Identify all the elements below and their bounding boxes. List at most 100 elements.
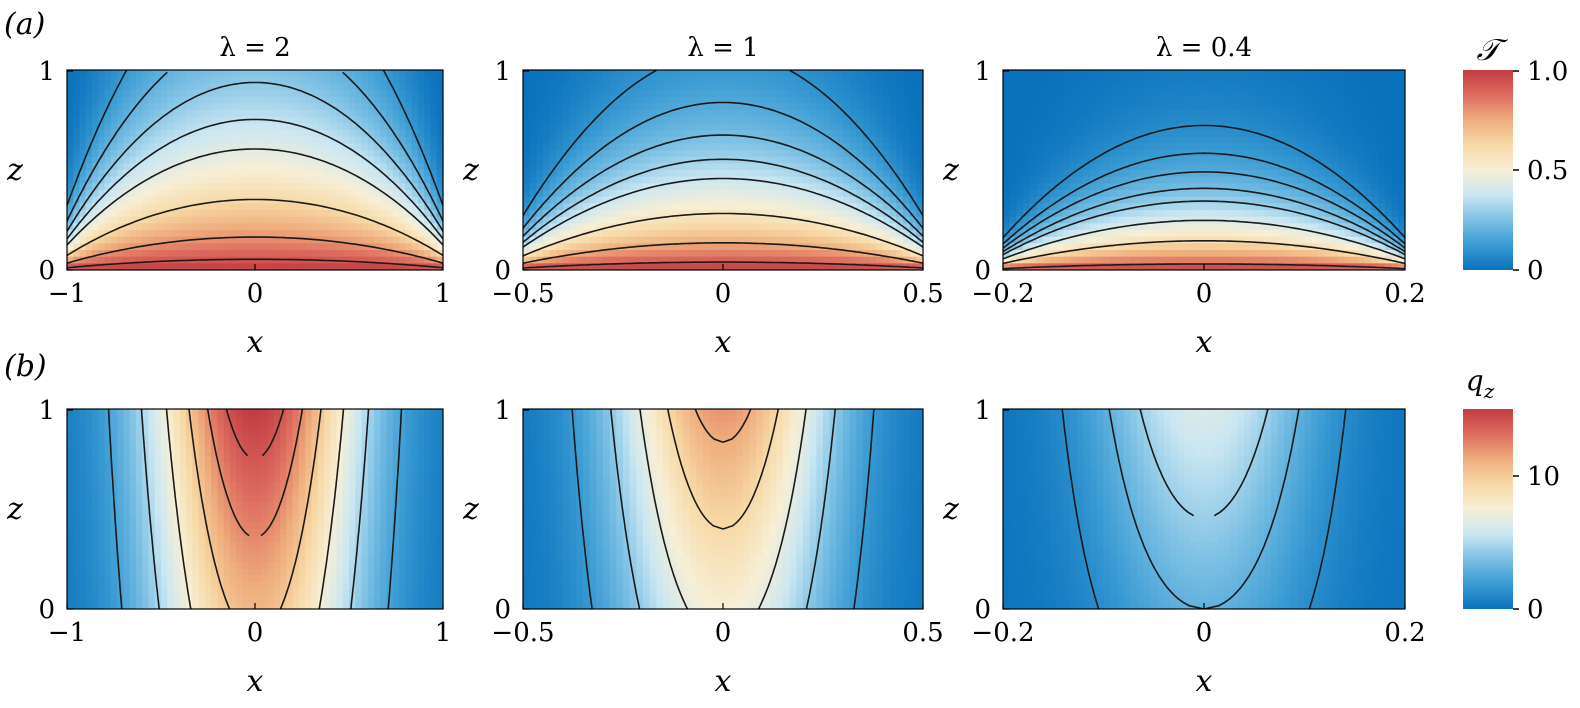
heatmap-cell <box>1056 183 1064 191</box>
heatmap-cell <box>1036 163 1044 171</box>
heatmap-cell <box>255 123 262 131</box>
heatmap-cell <box>1230 83 1239 91</box>
heatmap-cell <box>836 223 844 231</box>
heatmap-cell <box>736 250 744 258</box>
heatmap-cell <box>1291 76 1299 84</box>
heatmap-cell <box>374 203 381 211</box>
heatmap-cell <box>1291 176 1299 184</box>
heatmap-cell <box>829 76 837 84</box>
heatmap-cell <box>1183 196 1192 204</box>
heatmap-cell <box>117 190 124 198</box>
heatmap-cell <box>1190 123 1198 131</box>
heatmap-cell <box>1090 130 1098 138</box>
heatmap-cell <box>273 123 281 131</box>
heatmap-cell <box>849 236 857 244</box>
heatmap-cell <box>367 190 375 198</box>
colorbar-a: 𝒯 0 0.5 1.0 <box>1463 33 1568 286</box>
heatmap-cell <box>643 223 651 231</box>
heatmap-cell <box>399 96 406 104</box>
heatmap-cell <box>696 196 704 204</box>
heatmap-cell <box>154 256 162 264</box>
heatmap-cell <box>192 156 200 164</box>
heatmap-cell <box>1070 136 1078 144</box>
heatmap-cell <box>79 256 87 264</box>
heatmap-cell <box>649 230 657 238</box>
heatmap-cell <box>803 116 811 124</box>
heatmap-cell <box>876 243 884 251</box>
heatmap-cell <box>616 130 624 138</box>
heatmap-cell <box>292 170 300 178</box>
heatmap-cell <box>736 243 744 251</box>
heatmap-cell <box>161 196 168 204</box>
heatmap-cell <box>104 136 112 144</box>
heatmap-cell <box>656 176 664 184</box>
heatmap-cell <box>1016 123 1024 131</box>
heatmap-cell <box>336 136 344 144</box>
x-tick-label: 1 <box>435 279 452 309</box>
heatmap-cell <box>656 170 664 178</box>
heatmap-cell <box>1103 263 1111 270</box>
heatmap-cell <box>709 250 717 258</box>
heatmap-cell <box>179 196 187 204</box>
heatmap-cell <box>1204 223 1212 231</box>
heatmap-cell <box>336 183 344 191</box>
heatmap-cell <box>1023 150 1031 158</box>
heatmap-cell <box>85 243 93 251</box>
heatmap-cell <box>723 263 731 270</box>
heatmap-cell <box>211 123 218 131</box>
heatmap-cell <box>236 103 244 111</box>
heatmap-cell <box>1284 90 1292 98</box>
heatmap-cell <box>436 236 443 244</box>
heatmap-cell <box>85 83 93 91</box>
heatmap-cell <box>323 196 331 204</box>
heatmap-cell <box>1257 230 1265 238</box>
heatmap-cell <box>609 196 617 204</box>
heatmap-cell <box>386 136 394 144</box>
heatmap-cell <box>1009 196 1017 204</box>
heatmap-cell <box>417 136 425 144</box>
heatmap-cell <box>198 190 206 198</box>
heatmap-cell <box>529 163 537 171</box>
heatmap-cell <box>1056 176 1064 184</box>
heatmap-cell <box>117 150 124 158</box>
heatmap-cell <box>192 103 200 111</box>
heatmap-cell <box>869 163 877 171</box>
heatmap-cell <box>576 190 584 198</box>
heatmap-cell <box>305 176 312 184</box>
heatmap-cell <box>367 236 375 244</box>
heatmap-cell <box>689 143 697 151</box>
heatmap-cell <box>305 236 312 244</box>
heatmap-cell <box>98 130 106 138</box>
heatmap-cell <box>1157 216 1165 224</box>
heatmap-cell <box>1056 190 1064 198</box>
heatmap-cell <box>1009 250 1017 258</box>
heatmap-cell <box>536 110 544 118</box>
heatmap-cell <box>769 70 777 78</box>
heatmap-cell <box>1029 170 1038 178</box>
heatmap-cell <box>1170 156 1178 164</box>
heatmap-cell <box>298 236 306 244</box>
heatmap-cell <box>161 170 168 178</box>
heatmap-cell <box>616 250 624 258</box>
heatmap-cell <box>1217 183 1225 191</box>
heatmap-cell <box>849 136 857 144</box>
heatmap-cell <box>1070 203 1078 211</box>
heatmap-cell <box>255 236 262 244</box>
heatmap-cell <box>198 236 206 244</box>
heatmap-cell <box>1250 90 1259 98</box>
heatmap-cell <box>1076 70 1084 78</box>
heatmap-cell <box>903 123 911 131</box>
heatmap-cell <box>179 96 187 104</box>
heatmap-cell <box>709 116 717 124</box>
heatmap-cell <box>211 136 218 144</box>
heatmap-cell <box>73 96 81 104</box>
heatmap-cell <box>1197 123 1205 131</box>
heatmap-cell <box>803 250 811 258</box>
heatmap-cell <box>889 70 897 78</box>
heatmap-cell <box>430 243 438 251</box>
heatmap-cell <box>1143 210 1151 218</box>
heatmap-cell <box>204 236 212 244</box>
heatmap-cell <box>173 143 181 151</box>
heatmap-cell <box>743 236 751 244</box>
heatmap-cell <box>380 183 388 191</box>
